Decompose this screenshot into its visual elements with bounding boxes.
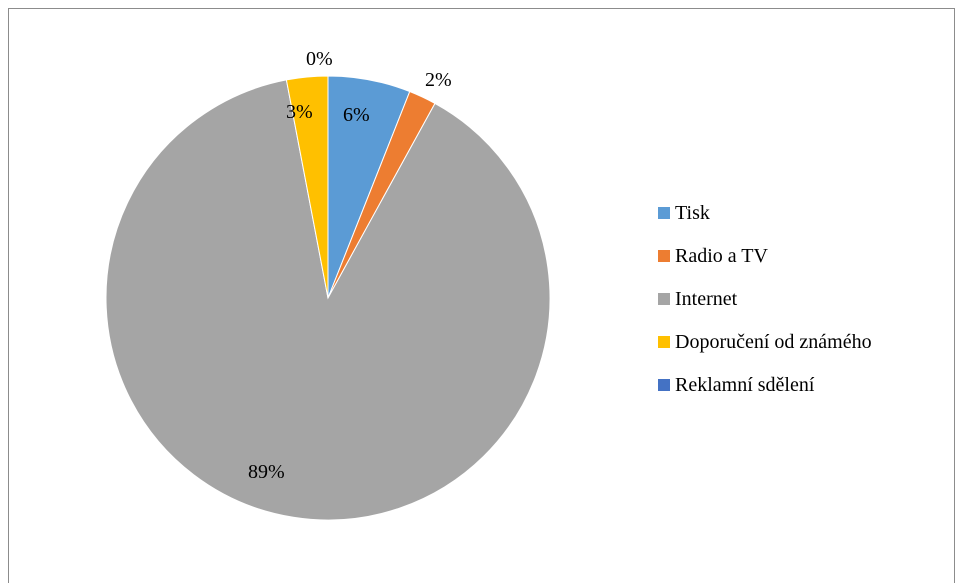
- data-label-3: 3%: [286, 101, 313, 123]
- legend-label: Internet: [675, 287, 738, 310]
- legend-item: Reklamní sdělení: [658, 370, 872, 400]
- legend-label: Reklamní sdělení: [675, 373, 815, 396]
- legend-label: Doporučení od známého: [675, 330, 872, 353]
- data-label-4: 0%: [306, 48, 333, 70]
- pie-slice-doporu-en-od-zn-m-ho: [285, 75, 329, 299]
- legend-item: Doporučení od známého: [658, 327, 872, 357]
- legend-label: Radio a TV: [675, 244, 768, 267]
- legend-swatch: [658, 250, 670, 262]
- chart-legend: Tisk Radio a TV Internet Doporučení od znám…: [658, 198, 872, 413]
- legend-item: Radio a TV: [658, 241, 872, 271]
- pie-slice-internet: [105, 79, 551, 521]
- legend-swatch: [658, 293, 670, 305]
- data-label-2: 89%: [248, 461, 285, 483]
- legend-item: Tisk: [658, 198, 872, 228]
- data-label-0: 6%: [343, 104, 370, 126]
- legend-swatch: [658, 379, 670, 391]
- chart-frame: [8, 8, 955, 583]
- legend-swatch: [658, 207, 670, 219]
- legend-item: Internet: [658, 284, 872, 314]
- legend-swatch: [658, 336, 670, 348]
- legend-label: Tisk: [675, 201, 710, 224]
- data-label-1: 2%: [425, 69, 452, 91]
